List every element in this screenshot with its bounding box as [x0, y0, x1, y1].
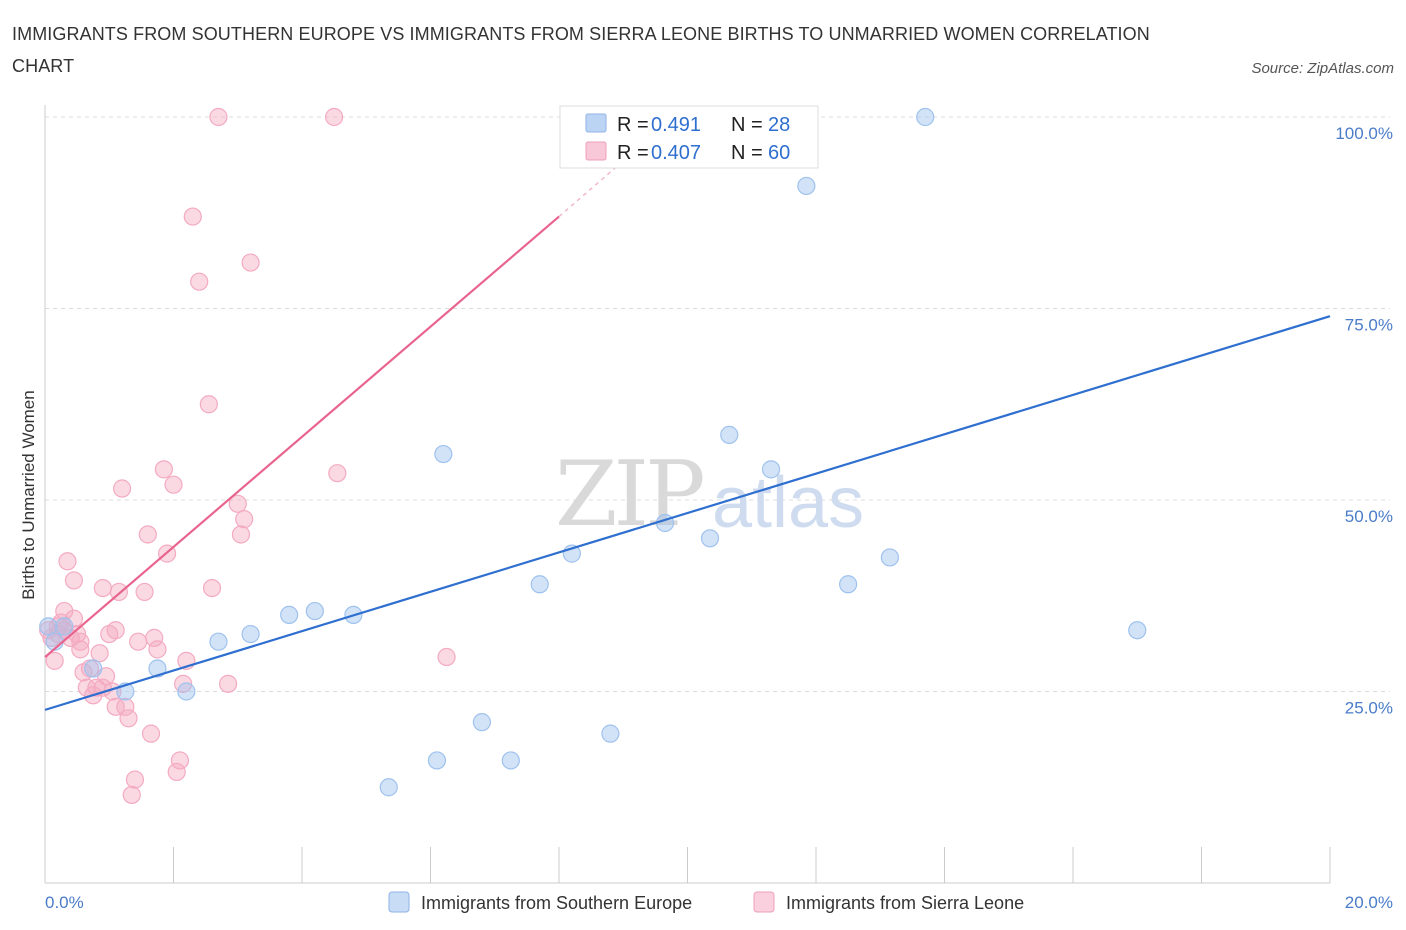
y-tick-label: 25.0% [1345, 699, 1393, 718]
point-southern-europe [427, 751, 447, 770]
point-sierra-leone [106, 621, 125, 640]
point-sierra-leone [129, 632, 148, 651]
legend-r-label-1: R = [617, 114, 649, 136]
y-tick-label: 50.0% [1345, 507, 1393, 526]
point-sierra-leone [58, 552, 77, 571]
point-sierra-leone [170, 751, 190, 770]
point-southern-europe [601, 724, 620, 743]
point-southern-europe [280, 605, 299, 625]
chart-title: IMMIGRANTS FROM SOUTHERN EUROPE VS IMMIG… [12, 24, 1150, 76]
point-southern-europe [530, 575, 549, 594]
point-sierra-leone [235, 510, 254, 529]
trend-southern-europe [44, 315, 1331, 711]
point-southern-europe [839, 575, 858, 594]
point-sierra-leone [154, 460, 173, 479]
point-sierra-leone [45, 651, 64, 670]
source-label: Source: ZipAtlas.com [1251, 60, 1394, 77]
point-sierra-leone [141, 724, 161, 743]
point-sierra-leone [145, 628, 164, 647]
point-sierra-leone [325, 107, 344, 127]
point-sierra-leone [55, 601, 74, 621]
legend-n-label-2: N = [731, 142, 763, 164]
point-southern-europe [797, 176, 816, 196]
tick-labels: 25.0% 50.0% 75.0% 100.0% 0.0% 20.0% [45, 124, 1393, 912]
point-southern-europe [379, 778, 398, 797]
point-southern-europe [55, 617, 74, 636]
point-sierra-leone [71, 632, 90, 651]
point-sierra-leone [202, 578, 222, 598]
point-southern-europe [720, 425, 739, 444]
point-sierra-leone [209, 107, 228, 127]
point-sierra-leone [437, 647, 456, 667]
legend-swatch-blue [585, 113, 607, 133]
x-tick-label-min: 0.0% [45, 893, 84, 912]
legend-r-value-1: 0.491 [651, 114, 701, 136]
point-sierra-leone [122, 785, 141, 805]
legend-label-southern-europe: Immigrants from Southern Europe [421, 893, 692, 913]
point-southern-europe [761, 460, 781, 479]
point-sierra-leone [183, 207, 202, 226]
legend-n-label-1: N = [731, 114, 763, 136]
point-southern-europe [472, 713, 491, 732]
point-sierra-leone [106, 697, 125, 716]
point-southern-europe [880, 548, 899, 567]
legend-r-value-2: 0.407 [651, 142, 701, 164]
point-southern-europe [209, 632, 228, 651]
point-southern-europe [84, 659, 103, 678]
legend-r-label-2: R = [617, 142, 649, 164]
point-sierra-leone [148, 640, 167, 659]
y-tick-label: 75.0% [1345, 316, 1393, 335]
point-sierra-leone [64, 571, 84, 590]
point-southern-europe [241, 624, 260, 644]
point-southern-europe [177, 682, 196, 701]
point-southern-europe [305, 601, 324, 621]
point-sierra-leone [119, 709, 138, 728]
x-tick-label-max: 20.0% [1345, 893, 1393, 912]
point-sierra-leone [219, 674, 238, 693]
point-southern-europe [916, 107, 935, 127]
watermark: ZIP atlas [555, 442, 864, 547]
point-sierra-leone [90, 644, 109, 663]
point-sierra-leone [93, 578, 112, 598]
point-sierra-leone [241, 253, 260, 272]
watermark-atlas: atlas [712, 463, 864, 543]
legend-label-sierra-leone: Immigrants from Sierra Leone [786, 893, 1024, 913]
point-sierra-leone [135, 582, 154, 602]
y-axis-label: Births to Unmarried Women [19, 390, 38, 599]
legend-swatch-pink [585, 141, 607, 161]
legend-swatch-sierra-leone [753, 891, 775, 913]
point-sierra-leone [138, 525, 157, 544]
point-sierra-leone [167, 762, 186, 782]
y-tick-label: 100.0% [1335, 124, 1393, 143]
legend-n-value-2: 60 [768, 142, 790, 164]
point-southern-europe [39, 617, 58, 636]
legend-n-value-1: 28 [768, 114, 790, 136]
point-sierra-leone [112, 479, 132, 498]
point-southern-europe [1128, 621, 1147, 640]
point-sierra-leone [125, 770, 145, 789]
point-sierra-leone [71, 640, 90, 659]
point-sierra-leone [228, 494, 247, 513]
legend-swatch-southern-europe [388, 891, 410, 913]
point-southern-europe [700, 529, 720, 548]
point-southern-europe [434, 444, 453, 464]
point-sierra-leone [328, 464, 347, 483]
stats-legend: R = 0.491 N = 28 R = 0.407 N = 60 [559, 105, 819, 169]
point-sierra-leone [164, 475, 183, 494]
point-sierra-leone [231, 525, 251, 544]
trend-sierra-leone [44, 215, 560, 658]
point-sierra-leone [64, 609, 84, 628]
point-sierra-leone [199, 395, 218, 414]
point-sierra-leone [190, 272, 209, 291]
point-southern-europe [148, 659, 167, 678]
trend-lines [44, 154, 1331, 711]
grid-lines [45, 116, 1390, 692]
point-sierra-leone [116, 697, 135, 716]
series-legend: Immigrants from Southern Europe Immigran… [388, 891, 1024, 913]
axes [44, 105, 1331, 884]
point-southern-europe [501, 751, 520, 770]
